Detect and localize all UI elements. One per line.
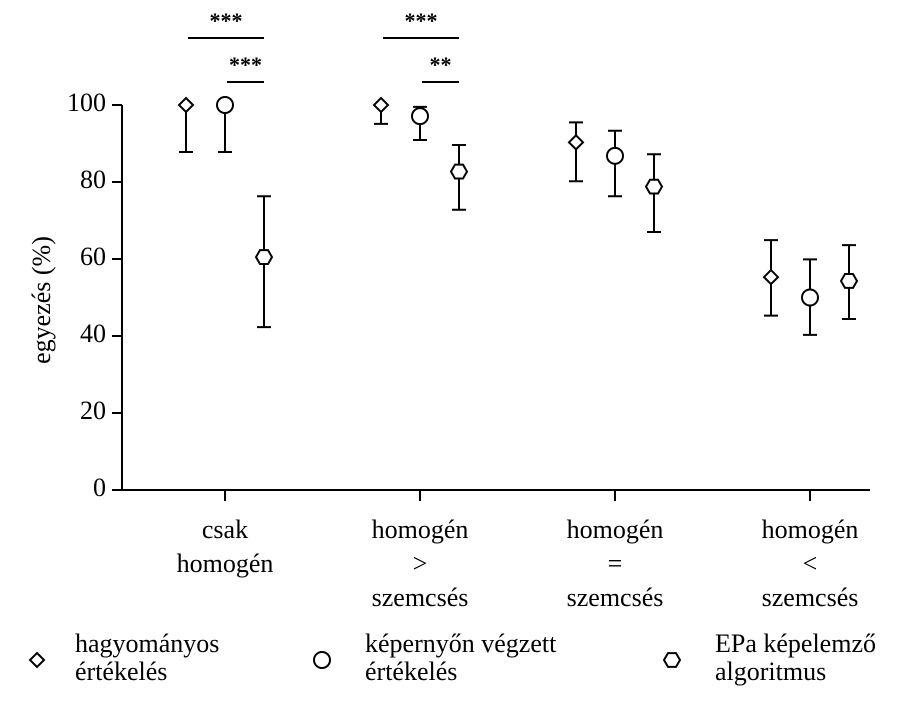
y-tick-label: 60	[80, 242, 106, 271]
y-axis-label: egyezés (%)	[27, 236, 56, 364]
marker	[567, 133, 585, 151]
legend-marker	[28, 651, 46, 669]
legend-label: EPa képelemző algoritmus	[715, 629, 876, 686]
marker	[372, 96, 390, 114]
y-tick-label: 80	[80, 165, 106, 194]
marker	[254, 249, 274, 266]
significance-label: ***	[229, 52, 262, 77]
x-tick-label: homogén > szemcsés	[372, 515, 469, 612]
marker	[801, 288, 819, 307]
y-tick-label: 40	[80, 319, 106, 348]
legend-marker	[313, 651, 331, 669]
marker	[606, 146, 624, 165]
legend-label: képernyőn végzett értékelés	[365, 629, 557, 686]
x-tick-label: homogén = szemcsés	[567, 515, 664, 612]
marker	[411, 107, 429, 126]
marker	[177, 96, 195, 114]
y-tick-label: 20	[80, 396, 106, 425]
marker	[839, 273, 859, 289]
significance-label: ***	[405, 8, 438, 33]
error-bar	[569, 121, 583, 183]
marker	[644, 178, 664, 195]
x-tick-label: homogén < szemcsés	[762, 515, 859, 612]
y-tick-label: 100	[67, 88, 106, 117]
significance-label: ***	[210, 8, 243, 33]
x-tick-label: csak homogén	[177, 515, 274, 578]
marker	[449, 163, 469, 180]
significance-label: **	[430, 52, 452, 77]
legend-marker	[662, 652, 682, 668]
marker	[762, 268, 780, 286]
y-tick-label: 0	[93, 473, 106, 502]
marker	[216, 96, 234, 114]
legend-label: hagyományos értékelés	[75, 629, 220, 686]
